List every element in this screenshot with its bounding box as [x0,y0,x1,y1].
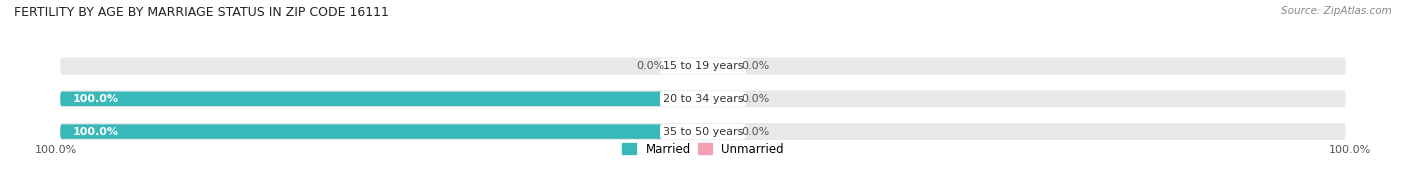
Text: 0.0%: 0.0% [741,127,770,137]
FancyBboxPatch shape [673,93,703,105]
FancyBboxPatch shape [703,93,733,105]
FancyBboxPatch shape [673,125,703,138]
Text: FERTILITY BY AGE BY MARRIAGE STATUS IN ZIP CODE 16111: FERTILITY BY AGE BY MARRIAGE STATUS IN Z… [14,6,389,19]
Text: 100.0%: 100.0% [1329,145,1371,155]
Text: 20 to 34 years: 20 to 34 years [662,94,744,104]
FancyBboxPatch shape [60,92,703,106]
FancyBboxPatch shape [60,90,1346,107]
FancyBboxPatch shape [60,58,1346,74]
Text: 100.0%: 100.0% [73,94,120,104]
FancyBboxPatch shape [703,60,733,73]
Text: 0.0%: 0.0% [741,94,770,104]
Text: 0.0%: 0.0% [636,61,665,71]
Text: 100.0%: 100.0% [73,127,120,137]
Text: 100.0%: 100.0% [35,145,77,155]
FancyBboxPatch shape [60,123,1346,140]
FancyBboxPatch shape [673,60,703,73]
Text: Source: ZipAtlas.com: Source: ZipAtlas.com [1281,6,1392,16]
Text: 35 to 50 years: 35 to 50 years [662,127,744,137]
Legend: Married, Unmarried: Married, Unmarried [621,143,785,156]
FancyBboxPatch shape [703,125,733,138]
Text: 15 to 19 years: 15 to 19 years [662,61,744,71]
FancyBboxPatch shape [60,124,703,139]
Text: 0.0%: 0.0% [741,61,770,71]
